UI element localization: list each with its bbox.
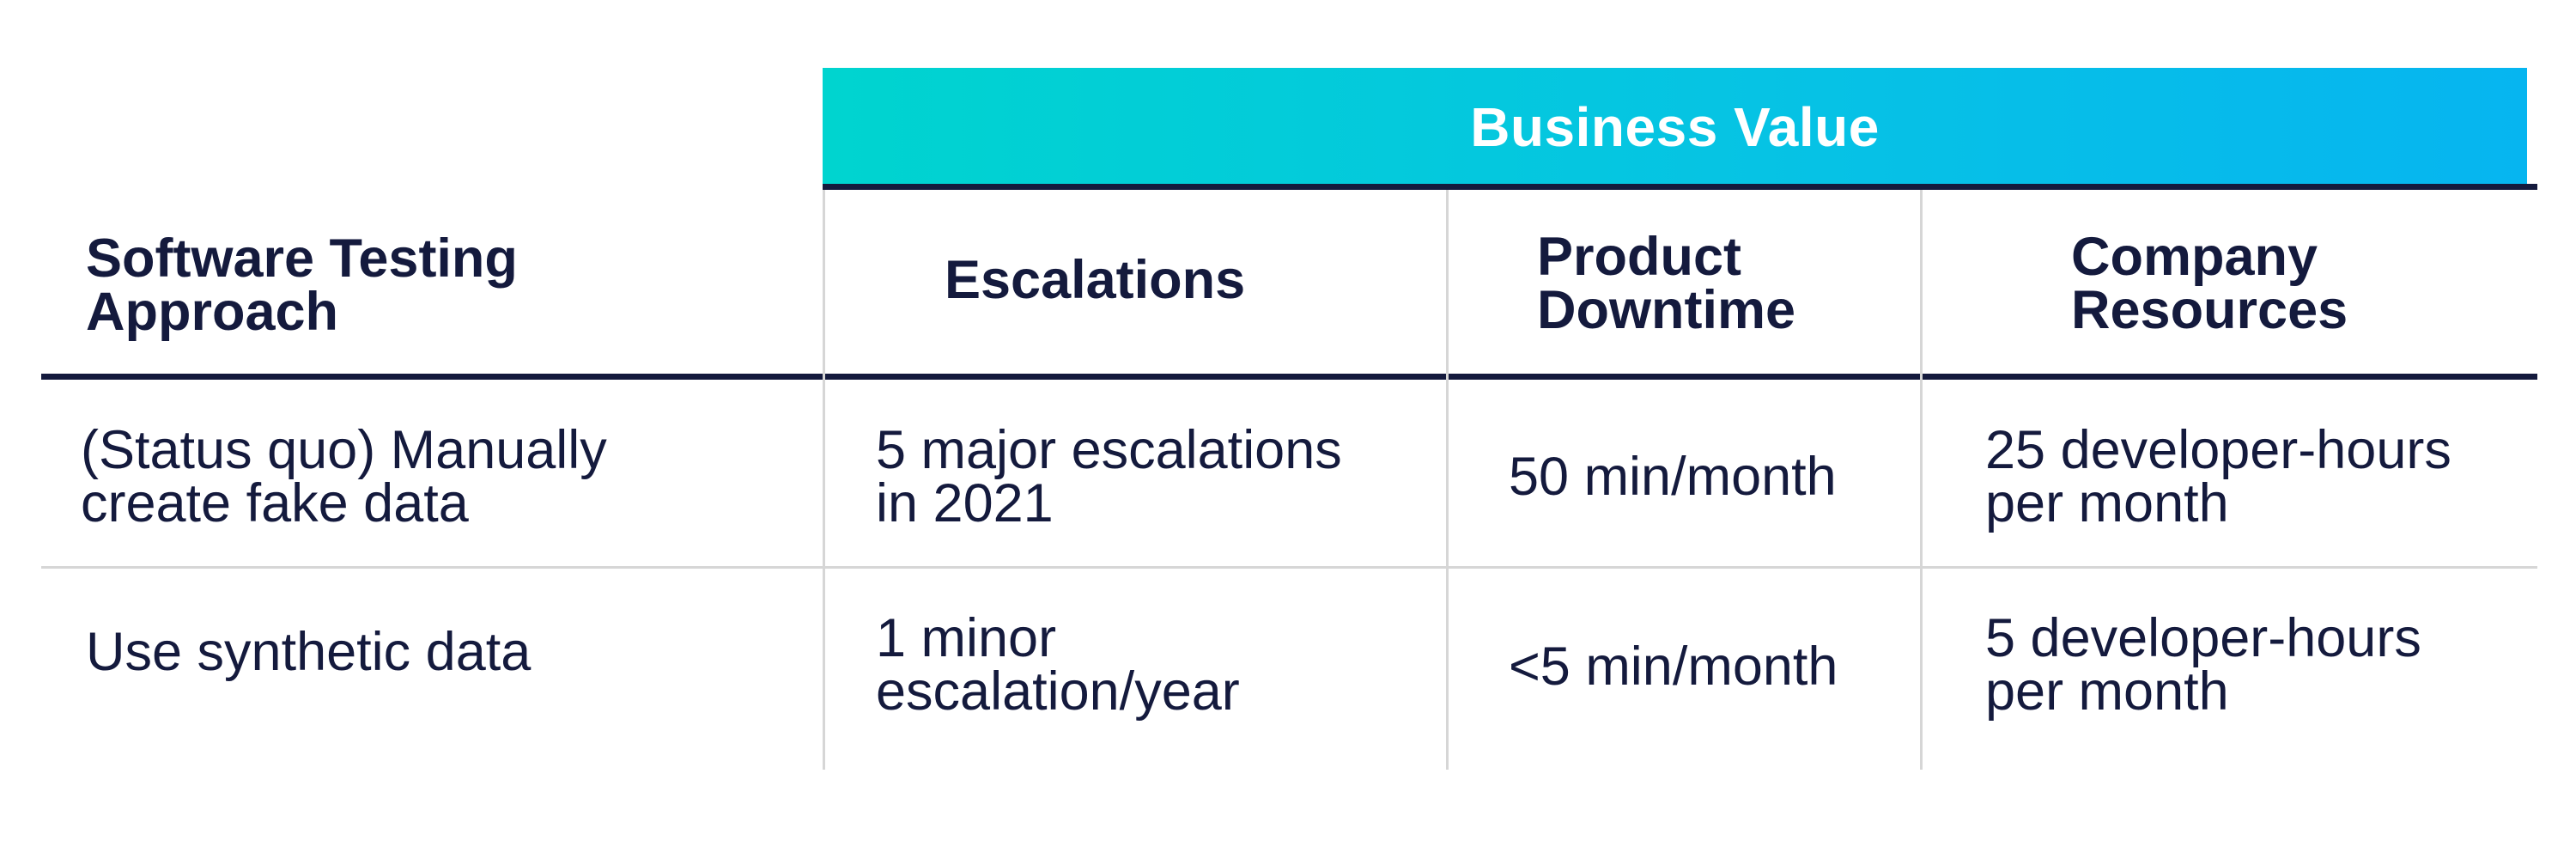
header-company-resources: Company Resources (2071, 227, 2348, 340)
header-escalations: Escalations (945, 250, 1246, 310)
header-product-downtime: Product Downtime (1537, 227, 1796, 340)
row1-downtime: 50 min/month (1509, 447, 1837, 507)
column-divider-1 (823, 190, 825, 770)
business-value-banner: Business Value (823, 68, 2527, 186)
row-separator (41, 566, 2537, 569)
banner-underline (823, 184, 2537, 190)
row2-resources: 5 developer-hours per month (1985, 608, 2421, 722)
header-underline (41, 374, 2537, 380)
row2-escalations: 1 minor escalation/year (876, 608, 1240, 722)
column-divider-3 (1920, 190, 1923, 770)
column-divider-2 (1446, 190, 1449, 770)
row1-approach: (Status quo) Manually create fake data (81, 420, 607, 533)
row2-approach: Use synthetic data (86, 622, 532, 682)
business-value-label: Business Value (1470, 95, 1880, 158)
row1-escalations: 5 major escalations in 2021 (876, 420, 1342, 533)
row2-downtime: <5 min/month (1509, 637, 1838, 697)
row1-resources: 25 developer-hours per month (1985, 420, 2451, 533)
header-software-testing-approach: Software Testing Approach (86, 228, 518, 342)
